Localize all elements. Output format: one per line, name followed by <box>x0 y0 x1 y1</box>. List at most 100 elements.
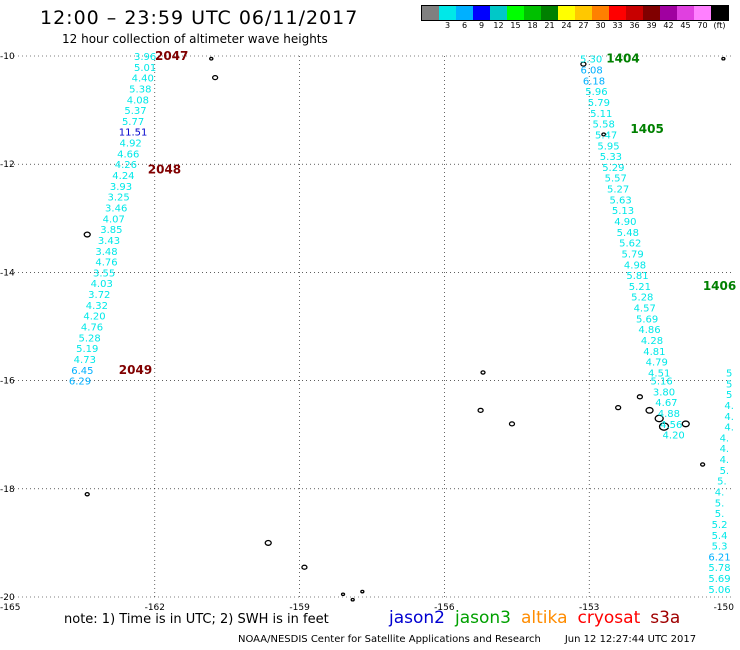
swh-value: 5.78 <box>708 563 730 574</box>
swh-value: 5.81 <box>626 271 648 282</box>
swh-value: 6.08 <box>580 66 602 77</box>
swh-value: 4.08 <box>127 95 149 106</box>
swh-value: 5.33 <box>600 152 622 163</box>
timestamp-text: Jun 12 12:27:44 UTC 2017 <box>564 634 697 645</box>
swh-value: 4.76 <box>95 258 117 269</box>
swh-value: 4. <box>724 423 734 434</box>
swh-value: 4.86 <box>638 325 660 336</box>
swh-tracks: 3.965.014.405.384.085.375.7711.514.924.6… <box>69 52 734 596</box>
swh-value: 5.48 <box>617 228 639 239</box>
swh-value: 5.95 <box>597 141 619 152</box>
legend-swatch <box>422 6 439 20</box>
island-outline <box>477 407 484 414</box>
island-outline <box>658 422 670 431</box>
swh-value: 5.21 <box>629 282 651 293</box>
map-subtitle: 12 hour collection of altimeter wave hei… <box>62 32 328 46</box>
island-outline <box>84 491 90 497</box>
swh-value: 5 <box>726 390 732 401</box>
y-tick-label: -10 <box>0 52 15 62</box>
mission-cryosat: cryosat <box>577 608 641 628</box>
legend-swatch <box>558 6 575 20</box>
swh-value: 4.03 <box>91 279 113 290</box>
legend-swatch <box>507 6 524 20</box>
legend-swatch <box>592 6 609 20</box>
legend-swatch <box>660 6 677 20</box>
swh-value: 4.28 <box>641 336 663 347</box>
footer-credit: NOAA/NESDIS Center for Satellite Applica… <box>238 634 696 645</box>
swh-value: 3.55 <box>93 268 115 279</box>
legend-swatch <box>643 6 660 20</box>
swh-value: 5.38 <box>129 84 151 95</box>
mission-altika: altika <box>521 608 568 628</box>
swh-value: 5.57 <box>605 174 627 185</box>
swh-value: 3.85 <box>100 225 122 236</box>
legend-label: 3 <box>444 21 451 30</box>
swh-value: 4.40 <box>132 74 154 85</box>
swh-value: 3.48 <box>95 247 117 258</box>
swh-value: 5 <box>726 379 732 390</box>
island-outline <box>681 420 690 428</box>
swh-value: 5.3 <box>712 542 728 553</box>
legend-label: 27 <box>578 21 589 30</box>
island-outline <box>699 462 706 467</box>
swh-value: 4.32 <box>86 301 108 312</box>
credit-text: NOAA/NESDIS Center for Satellite Applica… <box>238 634 541 645</box>
legend-swatch <box>524 6 541 20</box>
island-outline <box>721 56 726 61</box>
swh-value: 3.46 <box>105 203 127 214</box>
color-scale-legend <box>421 5 729 21</box>
swh-value: 5. <box>720 466 730 477</box>
swh-value: 11.51 <box>119 128 148 139</box>
x-tick-label: -150 <box>714 603 735 613</box>
x-tick-label: -162 <box>145 603 165 613</box>
legend-label: 21 <box>544 21 555 30</box>
island-outline <box>480 370 486 375</box>
island-outline <box>601 132 607 137</box>
mission-jason2: jason2 <box>389 608 445 628</box>
legend-swatch <box>456 6 473 20</box>
legend-label: 33 <box>612 21 623 30</box>
swh-value: 4.98 <box>624 260 646 271</box>
swh-value: 4.67 <box>655 398 677 409</box>
swh-value: 4.79 <box>646 358 668 369</box>
swh-value: 5.30 <box>580 55 602 66</box>
swh-value: 5.4 <box>712 531 728 542</box>
legend-swatch <box>473 6 490 20</box>
swh-value: 3.93 <box>110 182 132 193</box>
swh-value: 4.20 <box>83 312 105 323</box>
islands-layer <box>83 56 726 602</box>
x-tick-label: -156 <box>434 603 455 613</box>
swh-value: 5 <box>726 368 732 379</box>
swh-value: 5.29 <box>602 163 624 174</box>
swh-value: 5.79 <box>588 98 610 109</box>
pass-time-label: 2047 <box>155 49 188 63</box>
legend-swatch <box>711 6 728 20</box>
mission-legend: jason2 jason3 altika cryosat s3a <box>389 608 690 628</box>
swh-value: 4.26 <box>115 160 137 171</box>
swh-value: 5.69 <box>636 314 658 325</box>
swh-value: 4.92 <box>120 139 142 150</box>
legend-swatch <box>490 6 507 20</box>
island-outline <box>211 74 219 81</box>
swh-value: 5.28 <box>79 333 101 344</box>
swh-value: 5.16 <box>650 377 672 388</box>
island-outline <box>360 589 365 594</box>
swh-value: 3.25 <box>107 193 129 204</box>
swh-value: 4.20 <box>663 431 685 442</box>
legend-swatch <box>575 6 592 20</box>
swh-value: 5.77 <box>122 117 144 128</box>
swh-value: 5. <box>717 477 727 488</box>
legend-label: 9 <box>478 21 485 30</box>
swh-value: 4.24 <box>112 171 134 182</box>
swh-value: 3.72 <box>88 290 110 301</box>
swh-value: 5.96 <box>585 87 607 98</box>
map-grid <box>10 55 734 598</box>
island-outline <box>209 56 214 61</box>
legend-label: 18 <box>527 21 538 30</box>
y-tick-label: -14 <box>0 268 15 278</box>
legend-swatch <box>626 6 643 20</box>
swh-value: 5.79 <box>622 249 644 260</box>
legend-label: 30 <box>595 21 606 30</box>
swh-value: 5.47 <box>595 130 617 141</box>
